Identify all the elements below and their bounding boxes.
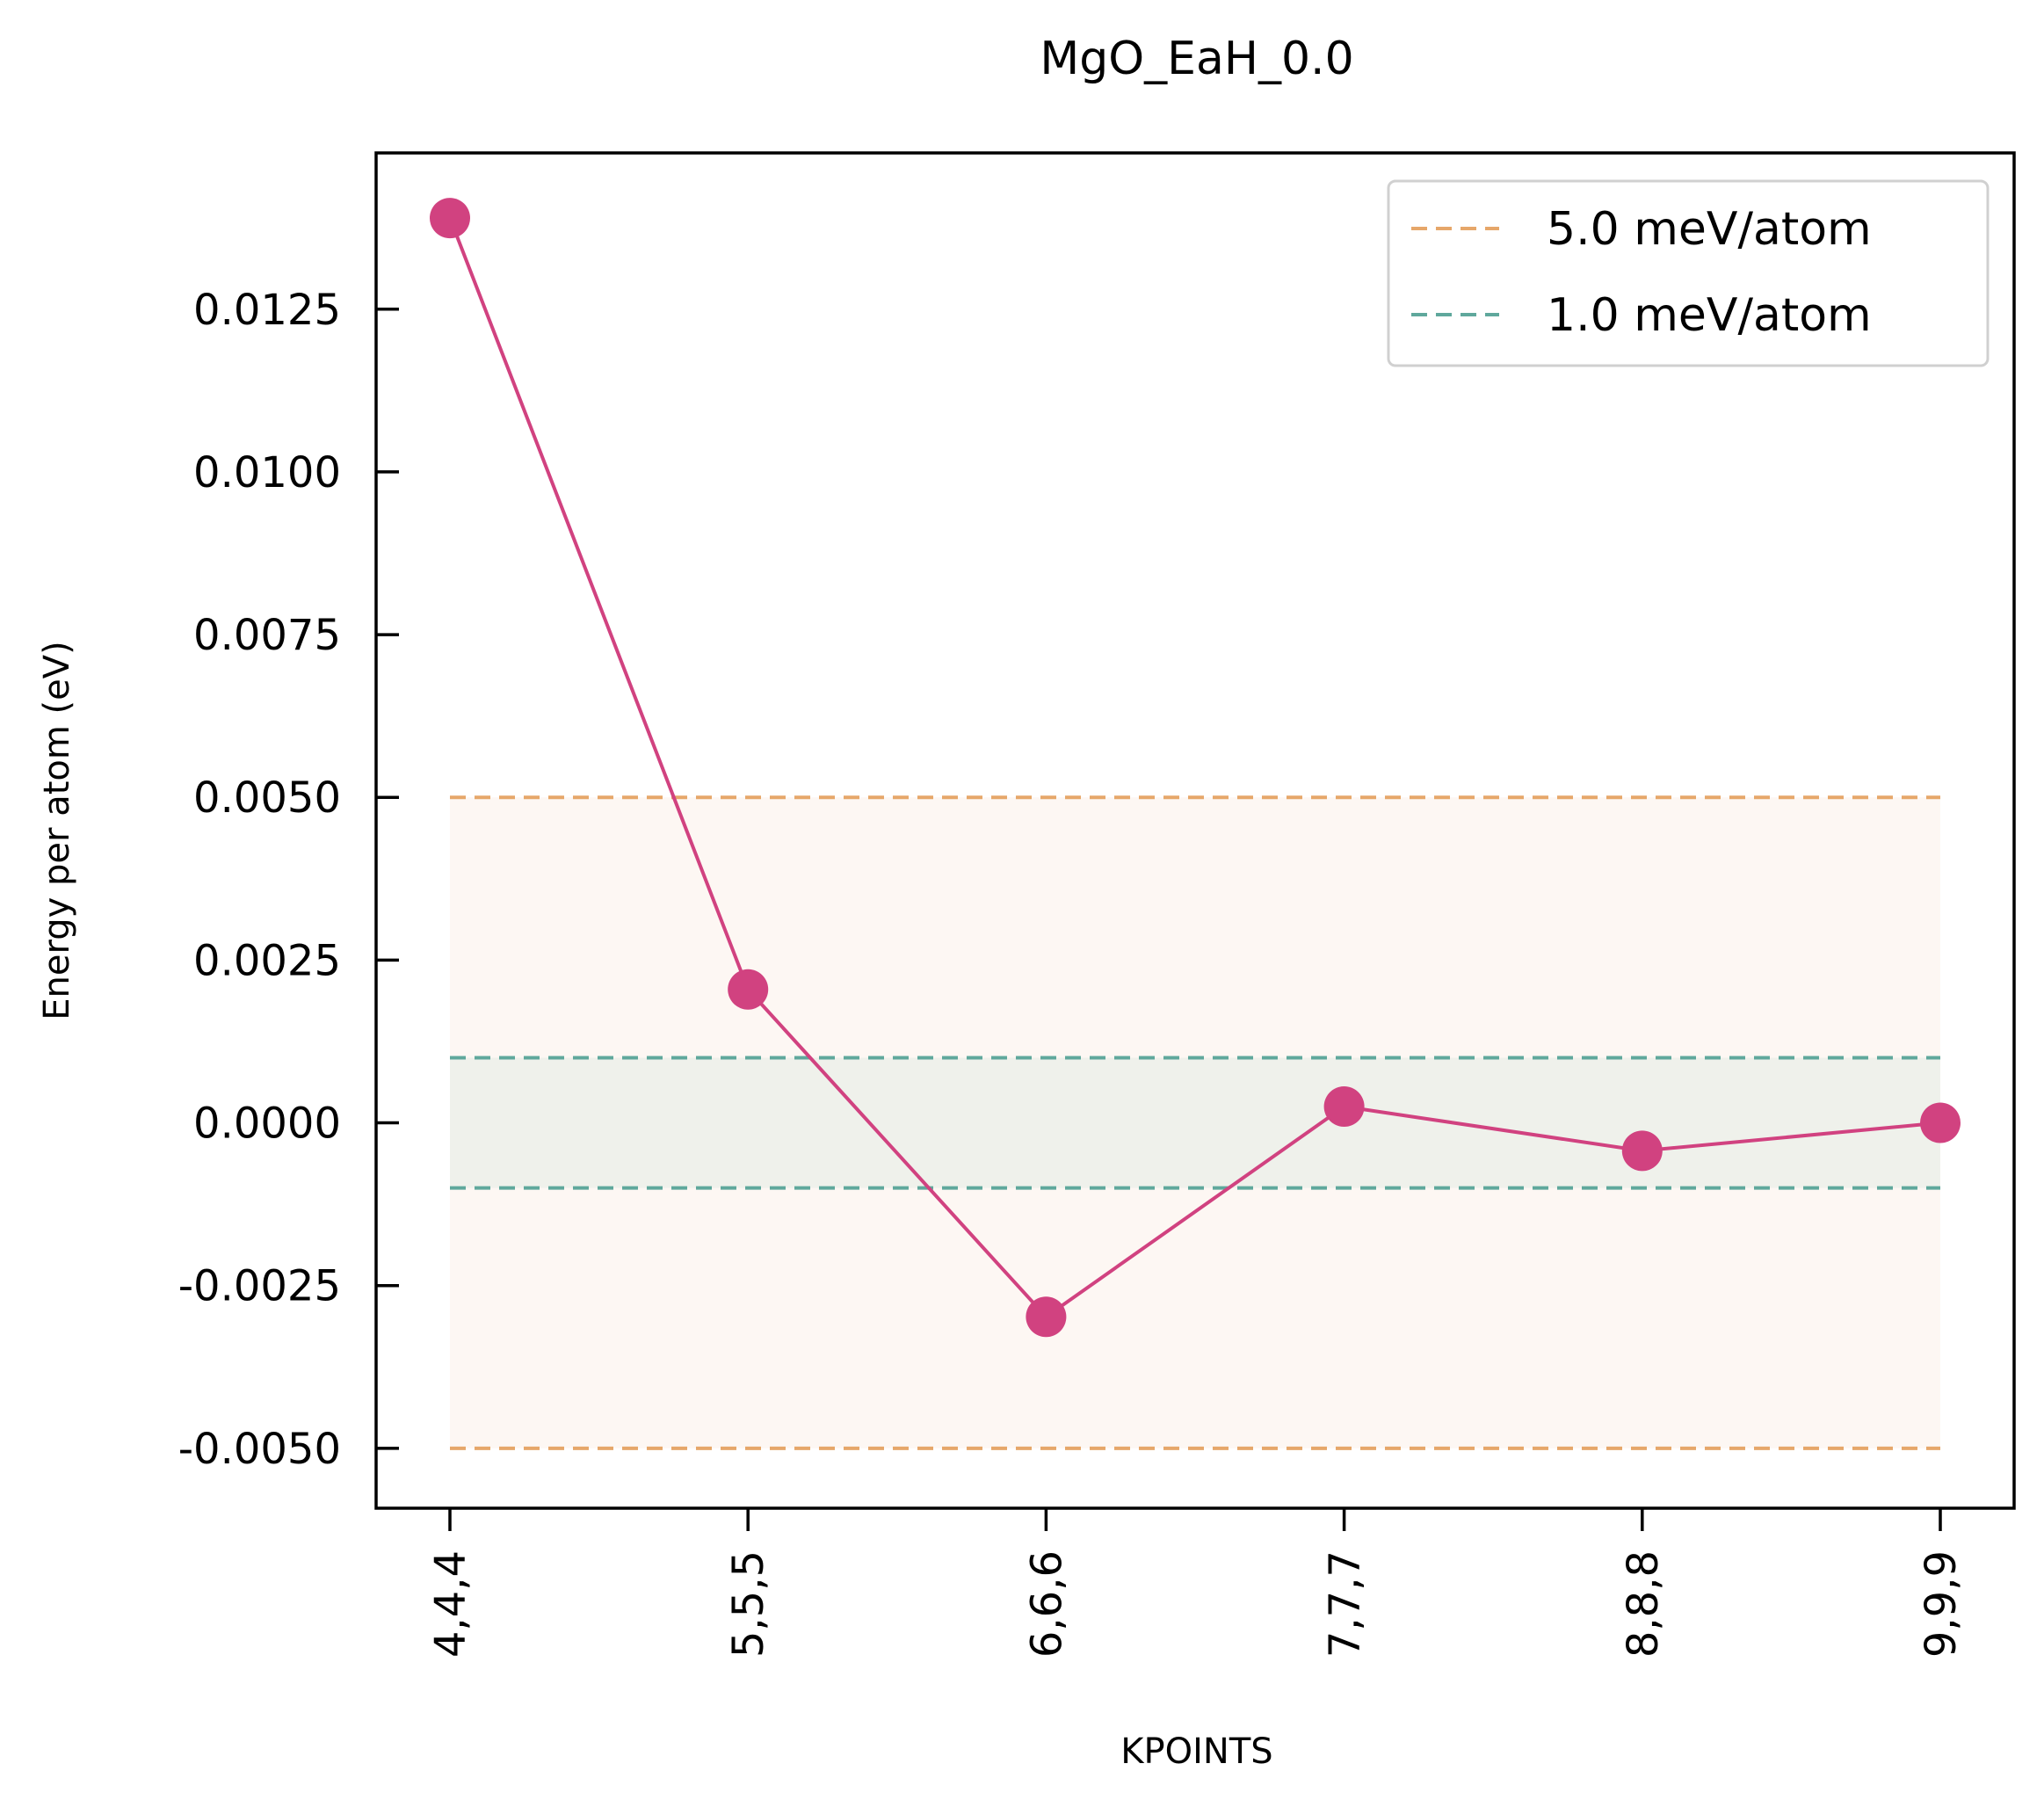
legend: 5.0 meV/atom 1.0 meV/atom: [1387, 179, 1990, 367]
data-point-5,5,5: [728, 969, 769, 1010]
x-axis: 4,4,4 5,5,5 6,6,6 7,7,7 8,8,8 9,9,9: [426, 1508, 1966, 1658]
legend-box: [1387, 179, 1990, 367]
threshold-lines: [450, 795, 1940, 1450]
plot-frame: [374, 151, 2016, 1510]
x-tick-label: 9,9,9: [1917, 1550, 1966, 1658]
data-series: [430, 198, 1961, 1338]
data-point-8,8,8: [1621, 1130, 1663, 1172]
y-tick-label: 0.0025: [193, 936, 341, 985]
data-point-6,6,6: [1026, 1296, 1067, 1338]
chart-title: MgO_EaH_0.0: [1040, 33, 1353, 85]
threshold-bands: [450, 797, 1940, 1448]
y-axis: 0.0125 0.0100 0.0075 0.0050 0.0025 0.0000 -0.0…: [178, 286, 399, 1474]
x-tick-label: 8,8,8: [1619, 1550, 1668, 1658]
y-tick-label: 0.0050: [193, 773, 341, 823]
y-tick-label: 0.0075: [193, 611, 341, 660]
data-point-7,7,7: [1323, 1086, 1365, 1128]
x-tick-label: 4,4,4: [426, 1550, 475, 1658]
x-tick-label: 5,5,5: [724, 1550, 773, 1658]
y-tick-label: 0.0000: [193, 1100, 341, 1149]
x-tick-label: 7,7,7: [1321, 1550, 1370, 1658]
y-tick-label: -0.0025: [178, 1262, 341, 1311]
series-line-0: [448, 217, 1941, 1319]
data-point-4,4,4: [430, 198, 470, 239]
y-tick-label: 0.0125: [193, 286, 341, 335]
y-axis-label: Energy per atom (eV): [37, 641, 77, 1020]
y-tick-label: 0.0100: [193, 448, 341, 497]
legend-label: 5.0 meV/atom: [1547, 203, 1872, 256]
x-tick-label: 6,6,6: [1022, 1550, 1071, 1658]
y-tick-label: -0.0050: [178, 1425, 341, 1474]
legend-label: 1.0 meV/atom: [1547, 289, 1872, 342]
x-axis-label: KPOINTS: [1120, 1731, 1272, 1772]
threshold-band-1: [450, 1057, 1940, 1188]
data-point-9,9,9: [1920, 1102, 1961, 1143]
